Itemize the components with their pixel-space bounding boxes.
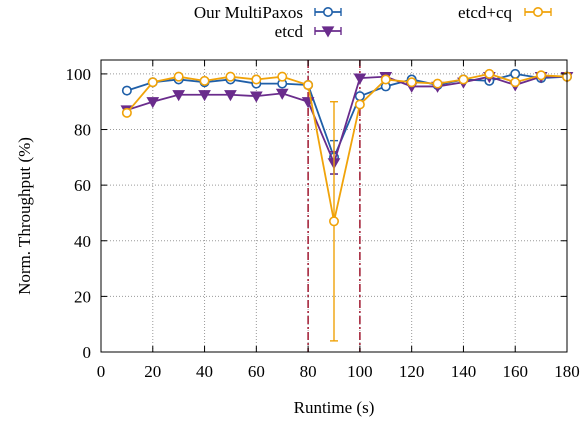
data-point [121, 107, 132, 118]
data-point [406, 77, 417, 88]
data-point [172, 90, 186, 102]
legend-label: etcd [275, 22, 304, 41]
data-point [328, 216, 339, 227]
data-point [198, 90, 211, 102]
data-point [121, 85, 132, 96]
x-tick-label: 0 [97, 362, 106, 381]
x-tick-label: 180 [554, 362, 580, 381]
data-point [224, 90, 237, 102]
data-point [225, 71, 236, 82]
data-point [146, 97, 160, 109]
x-tick-label: 160 [502, 362, 528, 381]
data-point [432, 78, 443, 89]
data-point [147, 77, 158, 88]
x-tick-label: 20 [144, 362, 161, 381]
y-tick-label: 0 [83, 343, 92, 362]
data-point [249, 91, 263, 103]
x-tick-label: 140 [451, 362, 477, 381]
legend-marker [322, 7, 333, 17]
x-tick-label: 120 [399, 362, 425, 381]
series-line [126, 72, 568, 160]
y-tick-label: 40 [74, 232, 91, 251]
x-axis-label: Runtime (s) [294, 398, 375, 417]
data-point [199, 75, 210, 86]
data-point [173, 71, 184, 82]
series-etcd-cq [121, 68, 572, 342]
y-tick-label: 20 [74, 287, 91, 306]
x-tick-label: 80 [300, 362, 317, 381]
data-point [277, 71, 288, 82]
series-line [126, 75, 567, 166]
y-axis-label: Norm. Throughput (%) [15, 137, 34, 295]
data-point [354, 91, 365, 102]
y-tick-label: 100 [66, 65, 92, 84]
series-line [126, 72, 568, 222]
x-tick-label: 40 [196, 362, 213, 381]
data-point [380, 74, 391, 85]
legend-label: Our MultiPaxos [194, 3, 303, 22]
data-point [458, 74, 469, 85]
plot-frame [100, 59, 568, 353]
data-point [510, 77, 521, 88]
data-point [510, 68, 521, 79]
series-layer [120, 68, 574, 342]
tick-layer: 0 20 40 60 80 100 120 140 160 180 0 20 40 60 80 100 [66, 60, 580, 381]
legend-marker [532, 7, 543, 17]
data-point [251, 74, 262, 85]
x-tick-label: 60 [248, 362, 265, 381]
legend-marker [321, 26, 335, 38]
data-point [303, 80, 314, 91]
y-tick-label: 60 [74, 176, 91, 195]
y-tick-label: 80 [74, 121, 91, 140]
data-point [354, 99, 365, 110]
legend-label: etcd+cq [458, 3, 512, 22]
data-point [275, 88, 289, 100]
data-point [353, 73, 367, 85]
data-point [484, 68, 495, 79]
data-point [536, 70, 547, 81]
x-tick-label: 100 [347, 362, 373, 381]
